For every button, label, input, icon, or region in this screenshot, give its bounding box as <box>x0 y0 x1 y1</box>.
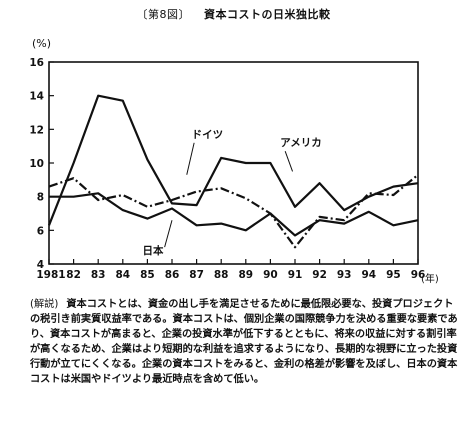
series-leader <box>186 142 195 175</box>
figure-title-text: 資本コストの日米独比較 <box>204 8 331 21</box>
y-tick-label: 4 <box>37 259 44 271</box>
x-tick-label: 88 <box>214 269 229 281</box>
x-tick-label: 83 <box>91 269 106 281</box>
x-tick-label: 95 <box>386 269 401 281</box>
series-lines <box>47 94 419 249</box>
x-axis: 1981 82 83 84 85 86 87 88 89 90 91 92 93 94 95 96 <box>36 259 425 281</box>
x-tick-label: 82 <box>66 269 81 281</box>
series-line-ドイツ <box>47 94 419 226</box>
note-tag: (解説) <box>30 299 59 310</box>
y-tick-label: 14 <box>29 91 44 103</box>
line-chart: (%) (年) 4 6 8 10 12 14 16 1981 82 83 84 85 86 87 88 89… <box>29 37 439 285</box>
y-tick-label: 6 <box>37 225 44 237</box>
y-tick-label: 8 <box>37 192 44 204</box>
x-tick-label: 93 <box>337 269 352 281</box>
y-tick-label: 12 <box>29 124 44 136</box>
figure-title: 〔第8図〕 資本コストの日米独比較 <box>0 6 467 22</box>
x-tick-label: 84 <box>115 269 130 281</box>
x-tick-label: 94 <box>361 269 376 281</box>
series-line-アメリカ <box>48 173 419 249</box>
series-line-日本 <box>49 192 419 237</box>
x-tick-label: 85 <box>140 269 155 281</box>
x-tick-label: 1981 <box>36 269 65 281</box>
y-axis: 4 6 8 10 12 14 16 <box>29 57 54 271</box>
x-tick-label: 86 <box>165 269 180 281</box>
y-tick-label: 16 <box>29 57 44 69</box>
x-tick-label: 87 <box>189 269 204 281</box>
y-tick-label: 10 <box>29 158 44 170</box>
x-tick-label: 89 <box>238 269 253 281</box>
x-tick-label: 96 <box>411 269 426 281</box>
series-label: ドイツ <box>192 129 224 141</box>
x-tick-label: 90 <box>263 269 278 281</box>
plot-frame <box>48 61 419 265</box>
x-unit-label: (年) <box>421 272 439 285</box>
series-leader <box>164 220 173 248</box>
series-label: 日本 <box>142 244 163 257</box>
explanation-note: (解説) 資本コストとは、資金の出し手を満足させるために最低限必要な、投資プロジェ… <box>30 297 460 387</box>
series-leader <box>284 151 294 172</box>
note-text: 資本コストとは、資金の出し手を満足させるために最低限必要な、投資プロジェクトの税… <box>30 299 458 385</box>
x-tick-label: 91 <box>288 269 303 281</box>
x-tick-label: 92 <box>312 269 327 281</box>
figure-label: 〔第8図〕 <box>136 8 190 21</box>
y-unit-label: (%) <box>32 37 51 50</box>
series-label: アメリカ <box>280 137 321 149</box>
